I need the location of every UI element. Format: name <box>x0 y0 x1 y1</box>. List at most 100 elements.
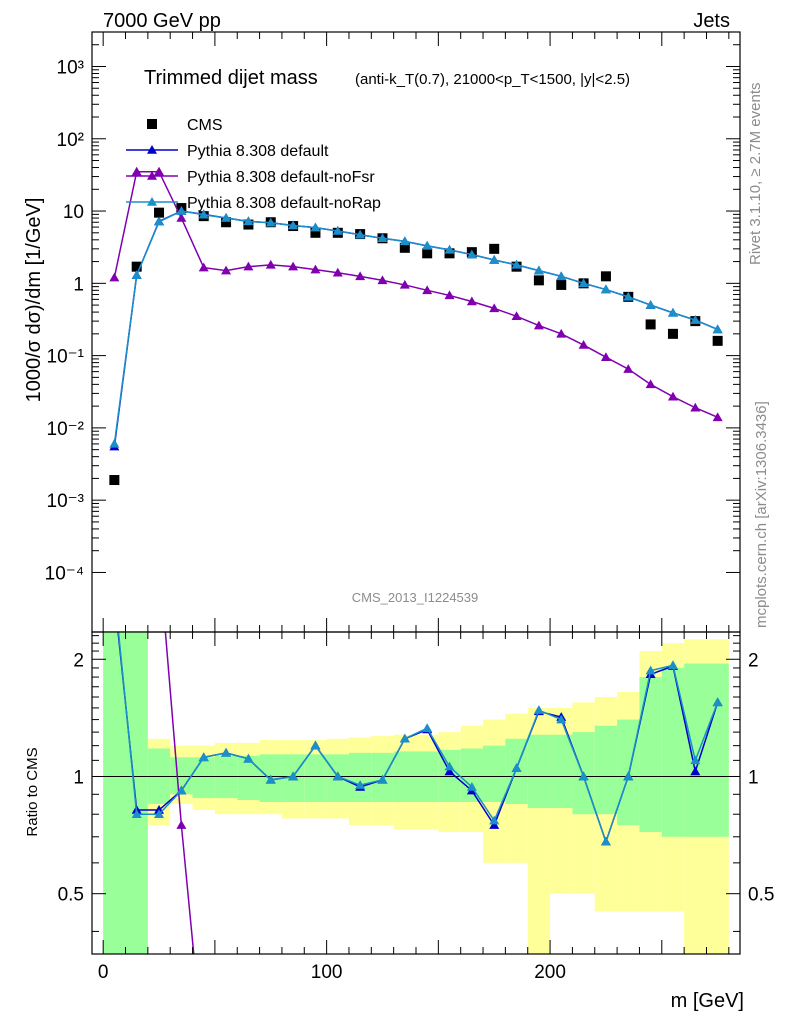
analysis-watermark: CMS_2013_I1224539 <box>352 590 479 605</box>
data-point <box>578 278 589 288</box>
ratio-series-pythia-8-308-default-nofsr <box>164 632 195 954</box>
data-point <box>667 391 678 401</box>
data-point <box>712 335 723 346</box>
stat-uncertainty-band <box>192 757 215 799</box>
data-point <box>265 259 276 269</box>
data-point <box>712 324 723 334</box>
ratio-point <box>444 766 455 776</box>
ratio-line <box>164 632 195 954</box>
ratio-y-tick-label: 1 <box>73 767 84 788</box>
data-point <box>399 242 410 253</box>
legend-entry: Pythia 8.308 default-noRap <box>126 195 381 212</box>
legend-entry: CMS <box>147 117 223 134</box>
data-point <box>489 303 500 313</box>
data-point <box>466 249 477 259</box>
data-point <box>422 248 433 259</box>
y-tick-label: 10 <box>63 202 84 223</box>
data-point <box>600 284 611 294</box>
main-panel: 10⁻⁴ 10⁻³ 10⁻² 10⁻¹ 1 10 10² 10³ CMS_2013_I1224… <box>45 31 741 633</box>
series-pythia-8-308-default <box>109 206 723 451</box>
data-point <box>221 213 232 222</box>
data-point <box>489 243 500 254</box>
data-point <box>422 285 433 295</box>
data-point <box>198 262 209 272</box>
data-point <box>623 291 634 301</box>
data-point <box>131 166 142 176</box>
data-point <box>556 328 567 338</box>
ratio-y-tick-label-right: 2 <box>748 650 759 671</box>
ratio-y-tick-label: 0.5 <box>58 885 84 906</box>
data-point <box>265 217 276 227</box>
mcplots-label: mcplots.cern.ch [arXiv:1306.3436] <box>753 401 770 628</box>
ratio-point <box>600 836 611 846</box>
series-line <box>113 210 718 447</box>
stat-uncertainty-band <box>706 663 729 837</box>
data-point <box>489 255 500 264</box>
ratio-point <box>154 809 165 818</box>
data-point <box>310 222 321 232</box>
ratio-point <box>578 771 589 781</box>
data-point <box>399 279 410 289</box>
ratio-series <box>117 632 723 954</box>
data-point <box>600 352 611 361</box>
ratio-point <box>511 763 522 772</box>
ratio-point <box>176 785 187 795</box>
stat-uncertainty-band <box>460 748 484 802</box>
ratio-y-axis-label: Ratio to CMS <box>24 747 41 836</box>
ratio-point <box>466 781 477 791</box>
ratio-line <box>117 632 719 845</box>
uncertainty-bands <box>103 632 729 954</box>
data-point <box>355 271 366 281</box>
data-point <box>399 236 410 246</box>
stat-uncertainty-band <box>527 734 551 808</box>
ratio-point <box>265 774 276 784</box>
data-point <box>667 328 678 339</box>
y-tick-label: 10⁻³ <box>47 491 85 512</box>
series-cms <box>109 203 723 486</box>
ratio-point <box>198 752 209 762</box>
data-point <box>176 206 187 215</box>
legend-label: Pythia 8.308 default-noFsr <box>187 169 375 186</box>
stat-uncertainty-band <box>237 755 260 801</box>
data-point <box>198 209 209 219</box>
x-tick-label: 0 <box>98 962 109 983</box>
data-point <box>109 438 120 448</box>
stat-uncertainty-band <box>550 734 573 808</box>
ratio-y-tick-label-right: 1 <box>748 767 759 788</box>
y-tick-label: 10⁻⁴ <box>45 563 84 584</box>
stat-uncertainty-band <box>125 632 148 954</box>
ratio-series-pythia-8-308-default-norap <box>117 632 723 846</box>
data-point <box>355 229 366 239</box>
stat-uncertainty-band <box>661 667 685 837</box>
data-point <box>533 275 544 286</box>
ratio-point <box>422 723 433 733</box>
stat-uncertainty-band <box>103 632 126 954</box>
y-tick-label: 10⁻¹ <box>47 347 85 368</box>
legend-entry: Pythia 8.308 default <box>126 143 329 160</box>
legend-label: Pythia 8.308 default <box>187 143 329 160</box>
ratio-point <box>176 820 187 829</box>
ratio-point <box>444 761 455 771</box>
ratio-point <box>131 809 142 818</box>
stat-uncertainty-band <box>348 752 372 802</box>
data-point <box>645 300 656 309</box>
stat-uncertainty-band <box>594 725 618 815</box>
ratio-point <box>556 714 567 724</box>
ratio-point <box>623 771 634 781</box>
ratio-point <box>690 755 701 765</box>
ratio-point <box>489 820 500 829</box>
data-point <box>243 261 254 271</box>
data-point <box>154 216 165 226</box>
legend-entry: Pythia 8.308 default-noFsr <box>126 169 375 186</box>
x-axis-label: m [GeV] <box>671 990 744 1012</box>
legend-marker <box>147 171 157 180</box>
data-point <box>556 271 567 281</box>
stat-uncertainty-band <box>438 749 461 802</box>
ratio-point <box>310 740 321 750</box>
data-point <box>176 213 187 222</box>
data-point <box>377 233 388 243</box>
plot-title-cuts: (anti-k_T(0.7), 21000<p_T<1500, |y|<2.5) <box>355 71 630 88</box>
legend-marker <box>147 119 157 129</box>
data-point <box>623 364 634 373</box>
